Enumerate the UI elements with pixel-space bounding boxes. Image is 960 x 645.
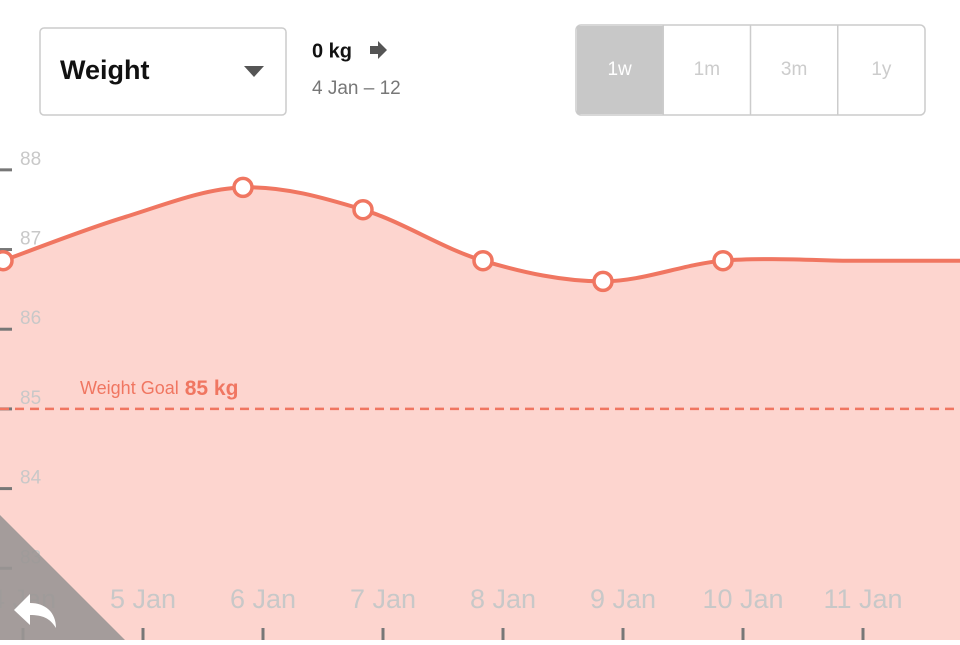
x-tick-label: 10 Jan [702,584,783,614]
y-tick-label: 84 [20,468,42,489]
data-point [592,270,614,293]
tab-group: 1w 1m 3m 1y [577,25,892,115]
tab-active-bg [577,26,664,114]
left-fill [0,260,3,640]
tab-label[interactable]: 1y [871,59,892,80]
x-tick-label: 7 Jan [350,584,416,614]
y-tick-label: 87 [20,229,41,250]
data-point [712,249,734,272]
x-tick-label: 11 Jan [823,584,902,614]
tab-label[interactable]: 1w [607,59,632,80]
metric-dropdown[interactable] [39,27,287,116]
area-fill [3,187,960,641]
change-value: 0 kg [312,40,352,62]
change-arrow [370,41,387,59]
data-point [352,198,374,221]
date-range: 4 Jan – 12 [312,78,401,99]
data-point [472,249,494,272]
x-tick-label: 6 Jan [230,584,296,614]
back-icon [14,594,56,628]
goal-text: Weight Goal 85 kg [80,376,238,399]
y-tick-label: 86 [20,308,41,329]
data-point [0,249,14,272]
y-tick-label: 88 [20,149,41,170]
goal-label: Weight Goal [80,378,179,398]
tab-label[interactable]: 3m [781,59,807,80]
dropdown-arrow [244,66,264,77]
tab-label[interactable]: 1m [694,59,720,80]
weight-line [2,185,960,284]
x-tick-label: 5 Jan [110,584,176,614]
data-point [232,176,254,199]
y-tick-label: 85 [20,388,41,409]
goal-value: 85 kg [185,376,239,399]
metric-label: Weight [60,55,150,85]
x-tick-label: 8 Jan [470,584,536,614]
x-tick-label: 9 Jan [590,584,656,614]
